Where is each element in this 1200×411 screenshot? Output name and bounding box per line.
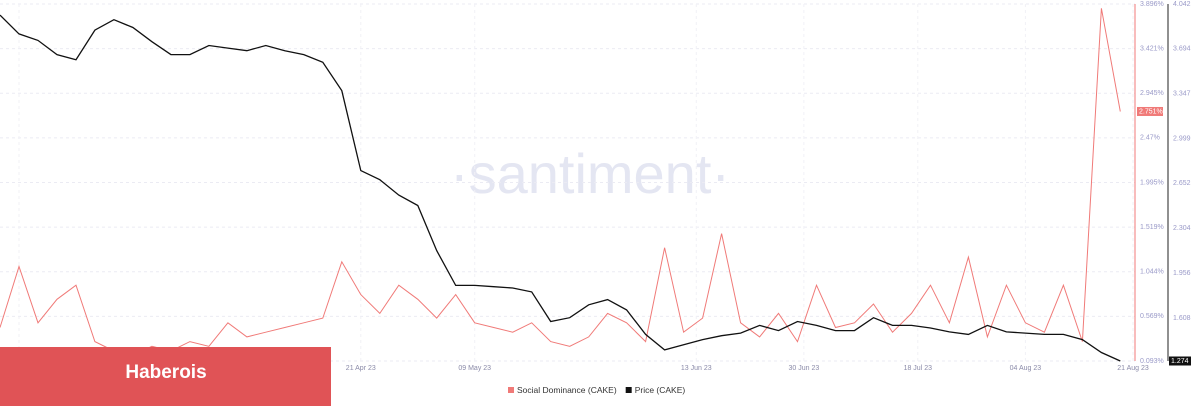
y-tick-label: 1.044%: [1140, 269, 1164, 276]
legend-label: Price (CAKE): [635, 385, 686, 395]
y2-tick-label: 4.042: [1173, 1, 1191, 8]
x-tick-label: 30 Jun 23: [788, 365, 819, 372]
x-tick-label: 09 May 23: [458, 365, 491, 372]
y-tick-label: 1.519%: [1140, 224, 1164, 231]
y2-tick-label: 3.694: [1173, 46, 1191, 53]
watermark: ·santiment·: [450, 142, 730, 205]
value-badge-label: 2.751%: [1139, 108, 1163, 115]
banner: [0, 347, 331, 406]
y-tick-label: 0.569%: [1140, 313, 1164, 320]
x-tick-label: 21 Aug 23: [1117, 365, 1149, 372]
legend-swatch: [508, 387, 514, 393]
y-tick-label: 3.421%: [1140, 45, 1164, 52]
y-tick-label: 2.945%: [1140, 90, 1164, 97]
x-tick-label: 18 Jul 23: [904, 365, 933, 372]
x-tick-label: 13 Jun 23: [681, 365, 712, 372]
y-tick-label: 1.995%: [1140, 179, 1164, 186]
series-line: [0, 14, 1121, 362]
x-tick-label: 04 Aug 23: [1010, 365, 1042, 372]
y-tick-label: 2.47%: [1140, 135, 1160, 142]
y-tick-label: 0.093%: [1140, 358, 1164, 365]
y2-tick-label: 1.956: [1173, 270, 1191, 277]
legend-label: Social Dominance (CAKE): [517, 385, 617, 395]
value-badge-label: 1.274: [1171, 358, 1189, 365]
value-badge: [1169, 356, 1191, 366]
y2-tick-label: 2.999: [1173, 135, 1191, 142]
value-badge: [1137, 106, 1163, 116]
legend-swatch: [625, 387, 632, 393]
y2-tick-label: 2.652: [1173, 180, 1191, 187]
y-tick-label: 3.896%: [1140, 1, 1164, 8]
banner-label: Haberois: [125, 362, 206, 383]
series-line: [0, 8, 1121, 357]
x-tick-label: 21 Apr 23: [346, 365, 376, 372]
y2-tick-label: 3.347: [1173, 90, 1191, 97]
y2-tick-label: 2.304: [1173, 225, 1191, 232]
y2-tick-label: 1.608: [1173, 315, 1191, 322]
